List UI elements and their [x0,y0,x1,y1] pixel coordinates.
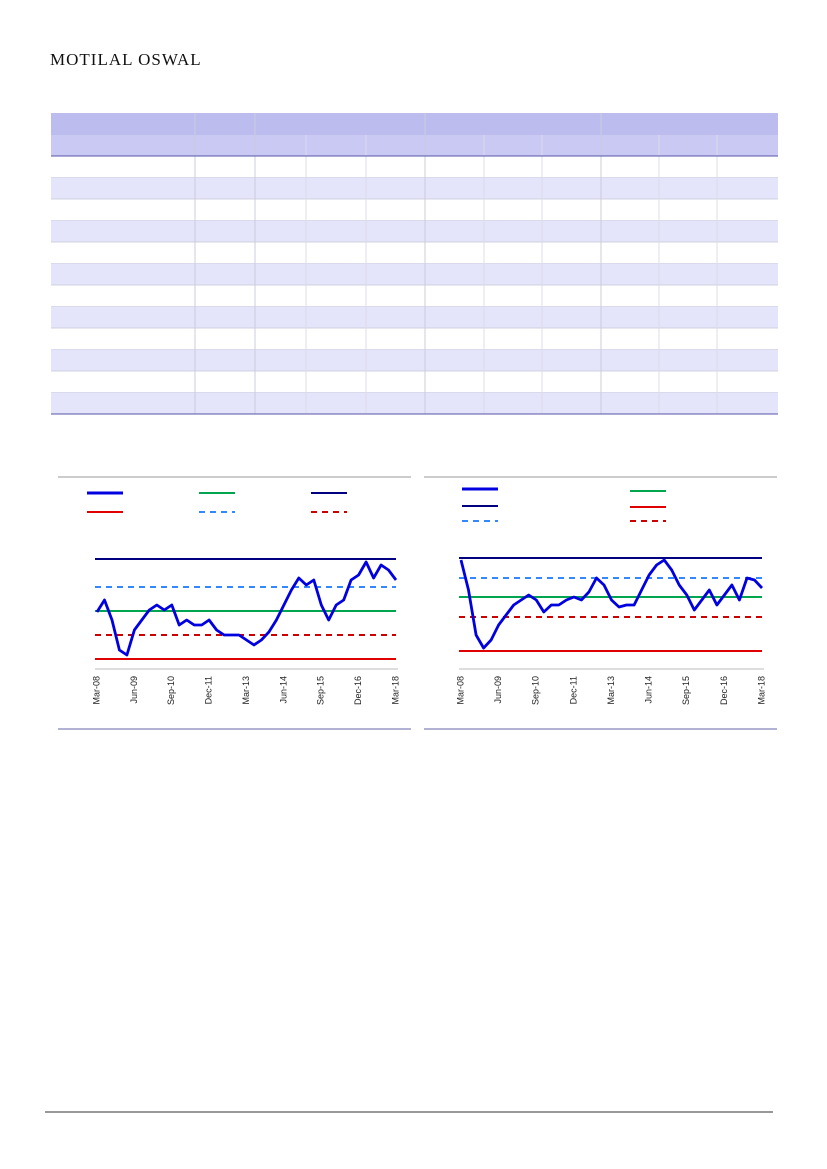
table [51,113,778,415]
table-header-band [51,113,778,135]
x-tick-label: Sep-15 [681,676,691,705]
table-row-shade [51,220,778,242]
x-tick-label: Jun-14 [278,676,288,704]
series-line [459,558,764,650]
table-row-shade [51,263,778,285]
x-tick-label: Sep-10 [166,676,176,705]
x-tick-label: Dec-16 [353,676,363,705]
table-row-shade [51,349,778,371]
x-tick-label: Jun-09 [493,676,503,704]
table-row-shade [51,177,778,199]
x-tick-label: Mar-08 [455,676,465,705]
x-tick-label: Mar-18 [756,676,766,705]
x-tick-label: Mar-13 [606,676,616,705]
header-title: MOTILAL OSWAL [50,50,202,69]
x-tick-label: Mar-08 [91,676,101,705]
table-row-shade [51,392,778,414]
x-tick-label: Jun-09 [129,676,139,704]
x-tick-label: Mar-13 [241,676,251,705]
x-tick-label: Jun-14 [644,676,654,704]
series-line [95,560,398,657]
x-tick-label: Dec-11 [568,676,578,704]
x-tick-label: Dec-11 [204,676,214,704]
x-tick-label: Dec-16 [719,676,729,705]
x-tick-label: Sep-10 [531,676,541,705]
x-tick-label: Sep-15 [316,676,326,705]
x-tick-label: Mar-18 [390,676,400,705]
table-row-shade [51,306,778,328]
